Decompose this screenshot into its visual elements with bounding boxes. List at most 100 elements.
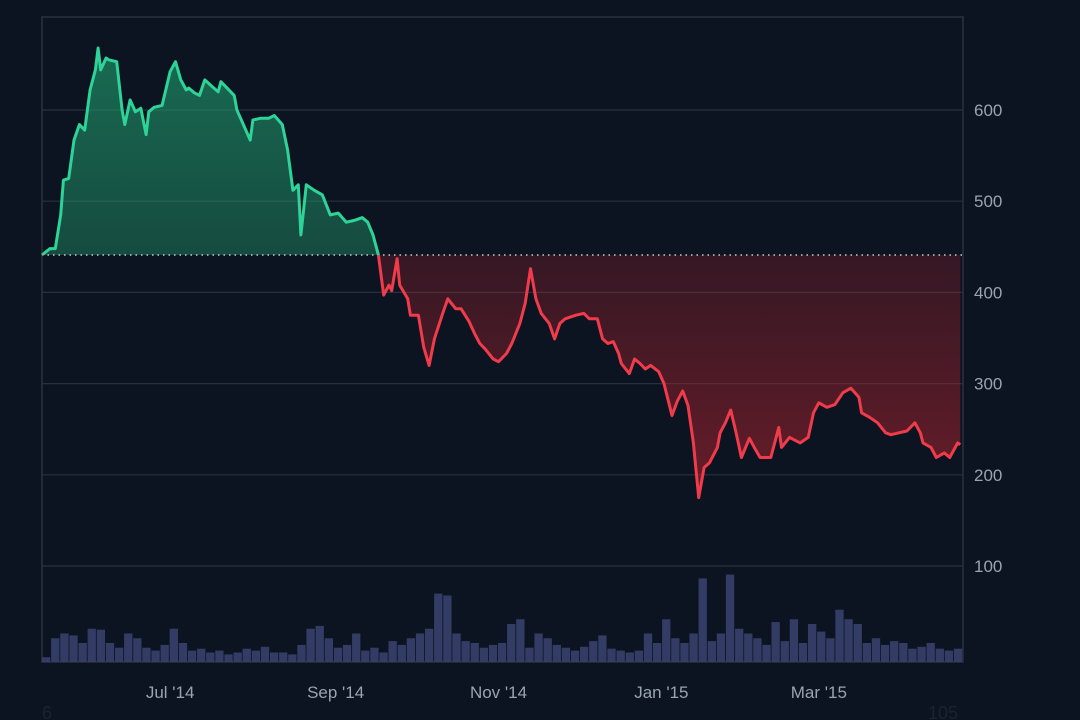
volume-bar xyxy=(114,647,124,662)
volume-bar xyxy=(124,633,133,662)
volume-bar xyxy=(516,619,525,662)
volume-bar xyxy=(406,638,416,662)
volume-bar xyxy=(598,635,607,662)
volume-bar xyxy=(424,628,434,662)
volume-bar xyxy=(771,622,780,662)
volume-bar xyxy=(488,644,498,662)
volume-bar xyxy=(807,624,817,662)
x-tick-label: Sep '14 xyxy=(307,683,364,702)
volume-bar xyxy=(716,633,726,662)
volume-bar xyxy=(60,633,69,662)
volume-bar xyxy=(178,643,188,662)
volume-bar xyxy=(871,638,881,662)
volume-bar xyxy=(215,650,224,662)
volume-bar xyxy=(552,644,561,662)
x-tick-label: Jan '15 xyxy=(634,683,688,702)
axis-labels: 100 200 300 400 500 600 Jul '14 Sep '14 Nov '14 J… xyxy=(42,101,1002,720)
volume-bar xyxy=(853,624,862,662)
price-area xyxy=(41,46,963,500)
volume-bar xyxy=(206,652,215,662)
volume-bar xyxy=(725,574,735,662)
volume-bar xyxy=(69,635,78,662)
volume-bar xyxy=(826,638,835,662)
volume-bar xyxy=(561,647,571,662)
volume-bar xyxy=(51,638,60,662)
volume-bar xyxy=(789,619,799,662)
volume-bar xyxy=(479,647,489,662)
volume-bar xyxy=(379,652,388,662)
volume-bar xyxy=(187,650,197,662)
volume-bar xyxy=(753,638,762,662)
volume-bar xyxy=(926,643,935,662)
volume-bar xyxy=(844,619,853,662)
x-tick-label: Mar '15 xyxy=(791,683,847,702)
volume-bar xyxy=(361,650,370,662)
volume-bar xyxy=(269,652,279,662)
volume-bar xyxy=(443,595,452,662)
x-tick-label: Jul '14 xyxy=(146,683,195,702)
volume-bar xyxy=(662,619,671,662)
volume-bar xyxy=(707,641,716,662)
volume-bar xyxy=(625,652,634,662)
y-tick-label: 300 xyxy=(974,375,1002,394)
corner-label-right: 105 xyxy=(928,703,958,720)
volume-bar xyxy=(78,643,87,662)
corner-label-left: 6 xyxy=(42,703,52,720)
volume-bar xyxy=(397,644,406,662)
volume-bar xyxy=(935,648,944,662)
volume-bar xyxy=(133,638,142,662)
volume-bar xyxy=(333,647,343,662)
volume-bar xyxy=(370,647,379,662)
volume-bar xyxy=(507,624,516,662)
volume-bar xyxy=(87,628,96,662)
volume-bar xyxy=(352,633,361,662)
volume-bar xyxy=(835,609,844,662)
volume-bar xyxy=(671,638,680,662)
volume-bar xyxy=(944,650,954,662)
price-line-above xyxy=(41,46,380,256)
volume-bar xyxy=(260,646,270,662)
area-fill-above-baseline xyxy=(42,48,379,256)
volume-bar xyxy=(762,644,771,662)
y-tick-label: 500 xyxy=(974,192,1002,211)
volume-bar xyxy=(251,650,261,662)
volume-bar xyxy=(497,643,507,662)
volume-bar xyxy=(452,633,461,662)
area-fill-below-baseline xyxy=(42,255,961,498)
volume-bar xyxy=(306,628,315,662)
volume-bar xyxy=(142,647,151,662)
volume-bar xyxy=(233,652,242,662)
volume-bar xyxy=(890,641,899,662)
volume-bar xyxy=(151,650,160,662)
volume-bar xyxy=(953,648,963,662)
volume-bar xyxy=(470,643,479,662)
volume-bar xyxy=(242,648,251,662)
volume-bar xyxy=(461,641,470,662)
volume-bar xyxy=(634,650,644,662)
volume-bar xyxy=(415,633,425,662)
volume-bar xyxy=(616,650,625,662)
volume-bar xyxy=(689,633,698,662)
volume-bar xyxy=(698,578,707,662)
volume-bars xyxy=(42,574,963,662)
volume-bar xyxy=(279,652,288,662)
volume-bar xyxy=(434,593,443,662)
volume-bar xyxy=(197,648,206,662)
volume-bar xyxy=(735,628,744,662)
y-tick-label: 100 xyxy=(974,557,1002,576)
volume-bar xyxy=(96,629,106,662)
y-tick-label: 600 xyxy=(974,101,1002,120)
volume-bar xyxy=(680,643,689,662)
volume-bar xyxy=(388,641,397,662)
volume-bar xyxy=(324,638,334,662)
volume-bar xyxy=(589,641,598,662)
volume-bar xyxy=(780,641,789,662)
volume-bar xyxy=(105,643,115,662)
volume-bar xyxy=(652,643,662,662)
volume-bar xyxy=(543,638,552,662)
volume-bar xyxy=(288,654,297,662)
volume-bar xyxy=(899,643,908,662)
volume-bar xyxy=(42,657,51,662)
volume-bar xyxy=(917,646,926,662)
